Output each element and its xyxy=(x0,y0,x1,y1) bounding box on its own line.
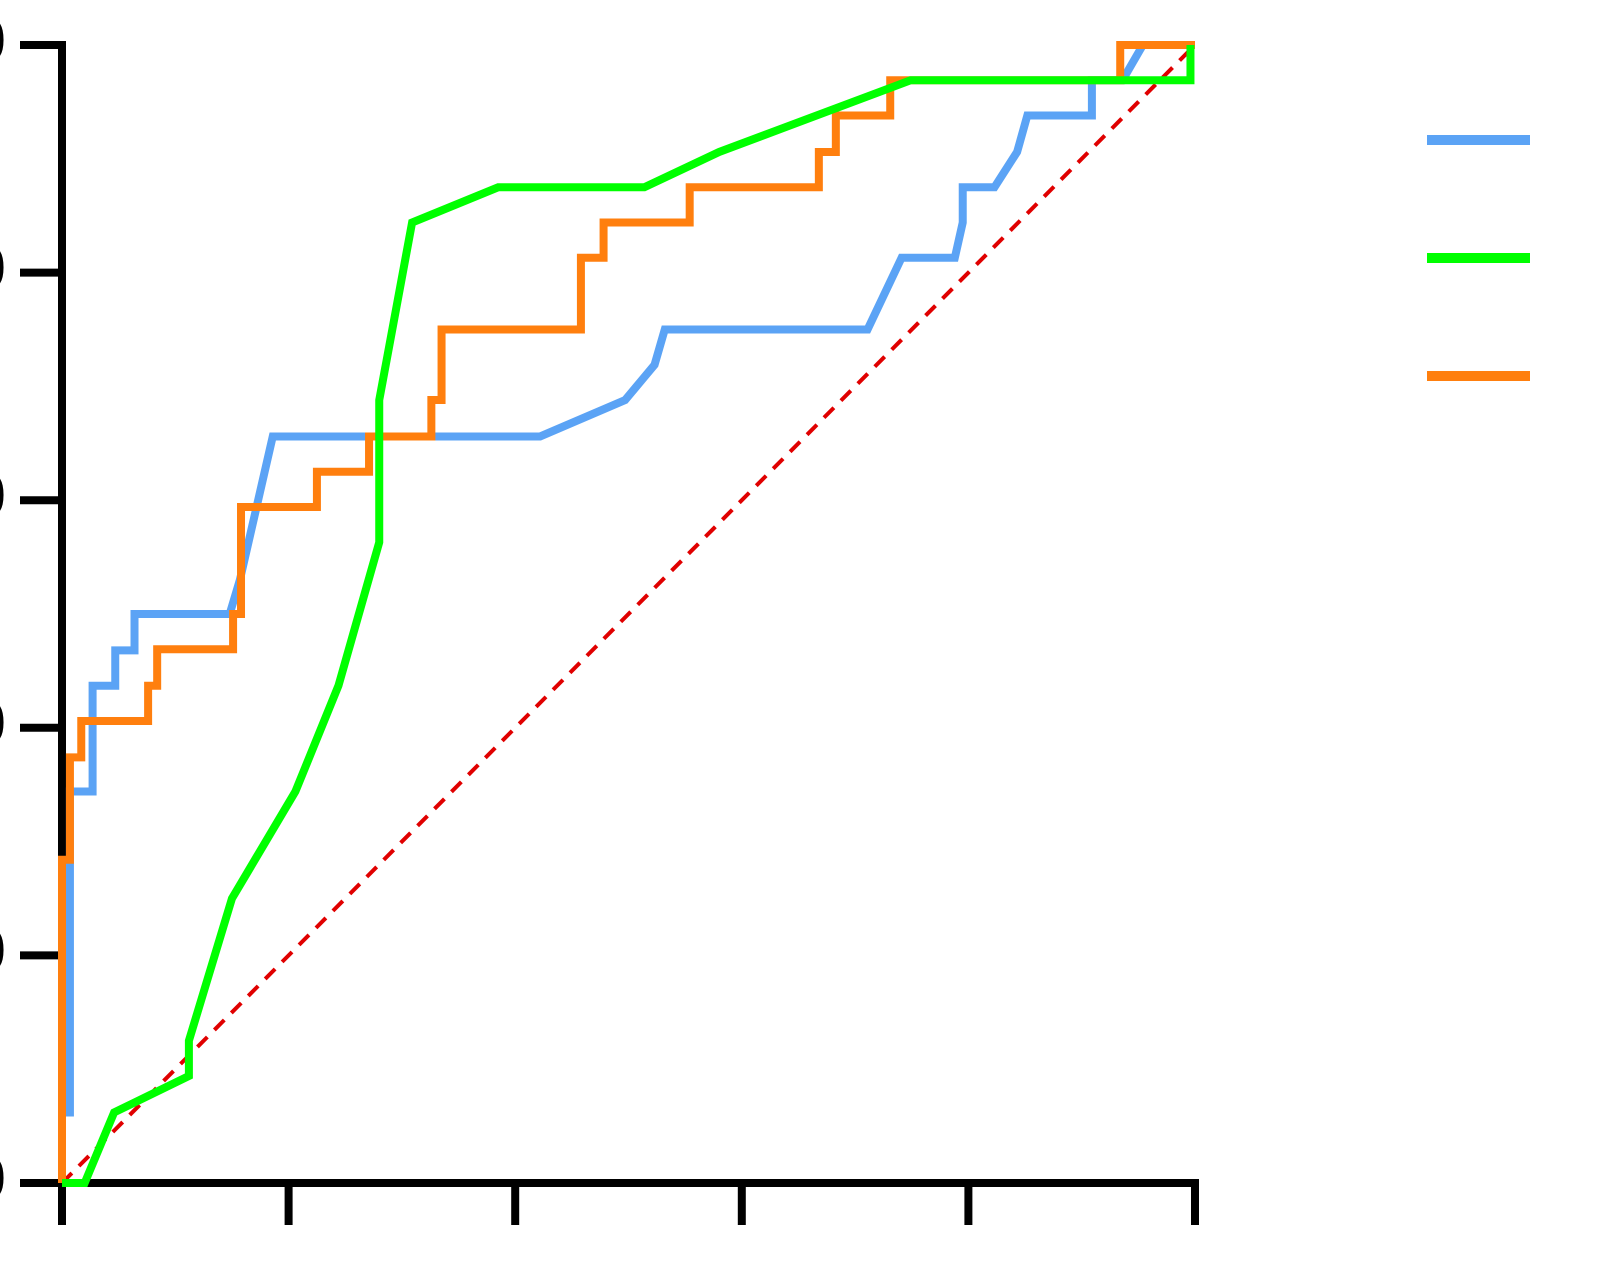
roc-line xyxy=(58,41,1195,1183)
y-tick-label: 20 xyxy=(0,917,6,984)
y-tick-label: 60 xyxy=(0,462,6,529)
roc-line xyxy=(62,45,1195,1187)
y-tick-label: 40 xyxy=(0,690,6,757)
reference-line xyxy=(60,43,1197,1185)
roc-line xyxy=(58,41,1195,1183)
y-tick-label: 80 xyxy=(0,234,6,301)
y-tick-label: 0 xyxy=(0,1145,6,1212)
y-tick-label: 100 xyxy=(0,7,6,74)
